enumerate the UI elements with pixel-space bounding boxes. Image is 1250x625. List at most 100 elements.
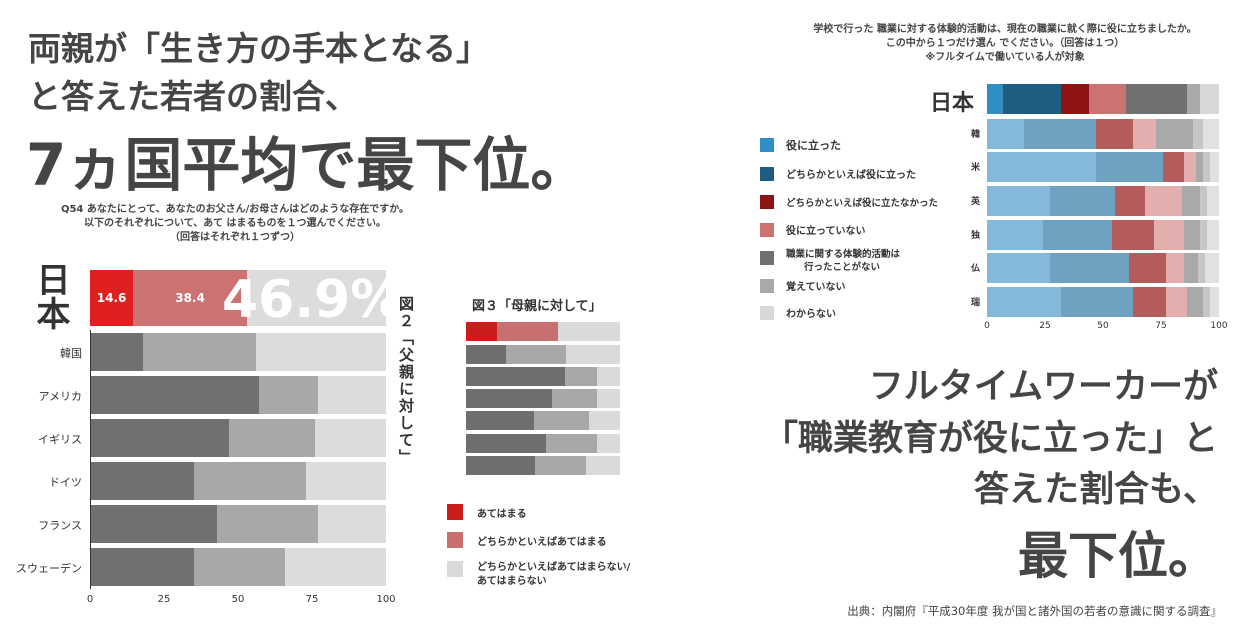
fig2-bar-segment <box>193 462 307 500</box>
career-bar-segment <box>1154 220 1185 250</box>
career-x-tick: 0 <box>984 321 990 331</box>
career-bar-segment <box>1061 84 1090 114</box>
career-bar-segment <box>987 287 1062 317</box>
career-bar-segment <box>1184 253 1199 283</box>
fig2-bar-segment <box>255 333 386 371</box>
fig2-bar-segment <box>317 376 386 414</box>
fig3-bar-segment <box>506 345 567 364</box>
career-bar-segment <box>987 152 1097 182</box>
career-bar-segment <box>1186 84 1201 114</box>
career-bar-segment <box>1207 186 1219 216</box>
legend-right-label-4: 役に立っていない <box>786 226 866 237</box>
headline-line-2: と答えた若者の割合、 <box>28 77 358 116</box>
legend-right-3: どちらかといえば役に立たなかった <box>760 195 938 209</box>
headline-line-1: 両親が「生き方の手本となる」 <box>28 29 490 68</box>
career-category-label: 独 <box>970 231 980 241</box>
fig2-bar-segment <box>317 505 386 543</box>
career-bar-segment <box>1049 186 1115 216</box>
legend-right-swatch-5 <box>760 251 774 265</box>
fig3-bar-segment <box>596 389 620 408</box>
career-bar-segment <box>1165 253 1185 283</box>
fig3-bar-row <box>466 322 620 341</box>
legend-right-1: 役に立った <box>760 137 841 153</box>
legend-left-label-3: どちらかといえばあてはまらない/ <box>477 562 631 573</box>
legend-right-6: 覚えていない <box>760 278 846 293</box>
fig3-bar-segment <box>586 456 620 475</box>
career-bar-segment <box>1207 220 1219 250</box>
career-bar-segment <box>1200 220 1208 250</box>
fig2-bar-row <box>90 419 386 457</box>
question-right-line-1: 学校で行った 職業に対する体験的活動は、現在の職業に就く際に役に立ちましたか。 <box>813 24 1197 35</box>
fig3-bar-row <box>466 456 620 475</box>
career-bar-segment <box>1184 152 1196 182</box>
fig2-bar-segment <box>246 270 386 326</box>
legend-right-swatch-4 <box>760 222 774 237</box>
career-bar-segment <box>1061 287 1134 317</box>
career-bar-segment <box>1144 186 1182 216</box>
legend-right-label-8: わからない <box>786 309 836 320</box>
fig2-category-label: フランス <box>38 519 82 532</box>
legend-right-label-1: 役に立った <box>786 139 841 152</box>
career-bar-segment <box>1096 152 1164 182</box>
career-x-tick: 100 <box>1210 321 1228 331</box>
fig3-bar-segment <box>564 367 597 386</box>
career-bar-segment <box>1114 186 1145 216</box>
legend-right-swatch-1 <box>760 138 774 152</box>
headline-right-line-2: 「職業教育が役に立った」と <box>762 419 1218 459</box>
fig2-bar-segment <box>314 419 386 457</box>
fig3-bar-segment <box>546 434 597 453</box>
legend-right-4: 役に立っていない <box>760 222 866 237</box>
career-bar-segment <box>1003 84 1062 114</box>
fig3-bar-row <box>466 367 620 386</box>
career-bar-segment <box>1202 119 1219 149</box>
fig3-bar-segment <box>535 456 587 475</box>
fig2-bar-row: 14.6 38.4 <box>90 270 386 326</box>
fig2-bar-segment <box>217 505 318 543</box>
headline-right-line-1: フルタイムワーカーが <box>868 367 1218 407</box>
question-left: Q54 あなたにとって、あなたのお父さん/お母さんはどのような存在ですか。 以下… <box>40 203 430 245</box>
legend-right-label-6: 行ったことがない <box>804 262 881 273</box>
career-bar-row <box>987 84 1219 114</box>
legend-right-label-3: どちらかといえば役に立たなかった <box>786 198 939 209</box>
legend-swatch-1 <box>447 504 463 520</box>
fig2-category-label: スウェーデン <box>16 562 82 575</box>
fig2-data-label: 38.4 <box>175 291 205 305</box>
fig3-bar-segment <box>466 345 507 364</box>
career-bar-segment <box>1186 287 1203 317</box>
fig2-bar-segment <box>306 462 386 500</box>
fig3-bar-segment <box>466 456 536 475</box>
career-x-tick: 50 <box>1097 321 1109 331</box>
fig2-bar-row <box>90 462 386 500</box>
fig2-x-tick: 50 <box>231 594 245 605</box>
career-bar-segment <box>1198 253 1206 283</box>
fig3-bar-segment <box>466 411 534 430</box>
fig3-bar-segment <box>589 411 620 430</box>
career-bar-segment <box>1128 253 1166 283</box>
career-category-label: 米 <box>970 163 980 173</box>
fig2-title: 図２「父親に対して」 <box>397 296 415 466</box>
question-left-line-3: （回答はそれぞれ１つずつ） <box>170 232 300 243</box>
career-bar-row <box>987 186 1219 216</box>
career-bar-segment <box>987 119 1025 149</box>
fig3-bar-segment <box>533 411 590 430</box>
legend-right-swatch-2 <box>760 166 774 181</box>
headline-right-line-3: 答えた割合も、 <box>974 470 1218 510</box>
legend-left-label-4: あてはまらない <box>477 576 547 587</box>
fig3-bar-segment <box>566 345 620 364</box>
fig3-bar-row <box>466 345 620 364</box>
fig2-bar-row <box>90 548 386 586</box>
fig2-bar-segment <box>90 376 259 414</box>
career-bar-segment <box>1202 287 1210 317</box>
fig2-bar-segment <box>90 419 230 457</box>
fig2-bar-segment <box>90 505 218 543</box>
fig2-bar-segment: 14.6 <box>90 270 134 326</box>
career-bar-row <box>987 152 1219 182</box>
career-category-label: 英 <box>970 197 980 207</box>
career-category-label: 瑞 <box>970 298 980 308</box>
career-bar-segment <box>1209 287 1219 317</box>
legend-right-7: わからない <box>760 305 836 320</box>
legend-left-2: どちらかといえばあてはまる <box>447 532 607 548</box>
legend-left-1: あてはまる <box>447 504 527 520</box>
legend-left-label-2: どちらかといえばあてはまる <box>477 536 607 548</box>
fig2-bar-segment <box>90 462 194 500</box>
